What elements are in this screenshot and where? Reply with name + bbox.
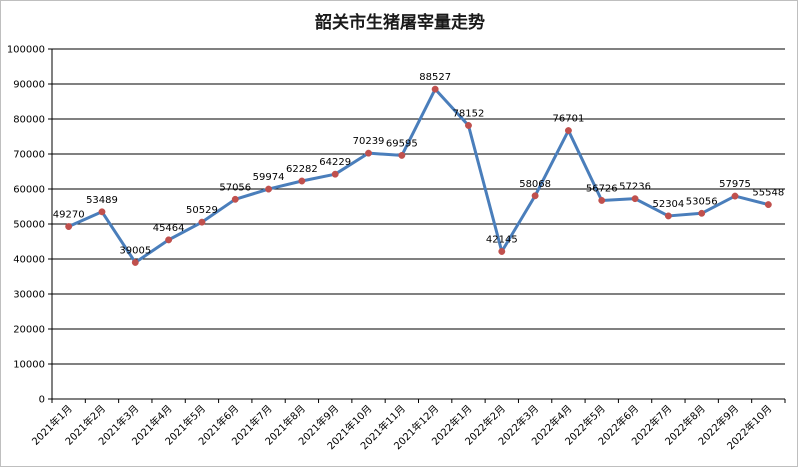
data-point xyxy=(331,170,339,178)
y-tick-label: 100000 xyxy=(7,45,45,56)
data-label: 58068 xyxy=(519,179,551,190)
series-line xyxy=(68,87,769,264)
data-point xyxy=(298,177,306,185)
data-label: 57236 xyxy=(619,182,651,193)
y-tick-label: 40000 xyxy=(13,255,45,266)
data-label: 53056 xyxy=(686,196,718,207)
data-label: 53489 xyxy=(86,195,118,206)
data-point xyxy=(431,85,439,93)
data-point xyxy=(465,122,472,129)
data-label: 76701 xyxy=(553,114,585,125)
data-label: 50529 xyxy=(186,205,218,216)
data-point xyxy=(664,212,672,220)
data-label: 57975 xyxy=(719,179,751,190)
data-point xyxy=(98,208,106,216)
data-label: 78152 xyxy=(453,108,485,119)
data-label: 42145 xyxy=(486,234,518,245)
y-axis: 0 10000 20000 30000 40000 50000 60000 70000 8000… xyxy=(7,45,53,406)
data-point xyxy=(498,248,506,255)
y-tick-label: 10000 xyxy=(13,360,45,371)
data-point xyxy=(231,195,239,203)
data-point xyxy=(65,223,73,231)
data-point xyxy=(598,197,606,204)
data-label: 49270 xyxy=(53,210,85,221)
data-label: 70239 xyxy=(353,136,385,147)
data-label: 52304 xyxy=(652,199,684,210)
data-point xyxy=(731,192,739,200)
data-label: 64229 xyxy=(319,157,351,168)
data-point xyxy=(198,218,206,226)
chart-title: 韶关市生猪屠宰量走势 xyxy=(315,13,485,33)
data-label: 57056 xyxy=(219,182,251,193)
data-label: 45464 xyxy=(153,223,185,234)
gridlines xyxy=(52,48,785,400)
data-point xyxy=(365,149,372,157)
data-label: 88527 xyxy=(419,72,451,83)
data-label: 39005 xyxy=(119,245,151,256)
y-tick-label: 60000 xyxy=(13,185,45,196)
y-tick-label: 30000 xyxy=(13,290,45,301)
data-label: 69595 xyxy=(386,138,418,149)
data-point xyxy=(764,201,772,209)
y-tick-label: 50000 xyxy=(13,220,45,231)
y-tick-label: 20000 xyxy=(13,325,45,336)
data-point xyxy=(631,195,639,203)
data-label: 62282 xyxy=(286,164,318,175)
data-point xyxy=(398,151,406,159)
data-label: 59974 xyxy=(253,172,285,183)
data-label: 55548 xyxy=(752,188,784,199)
y-tick-label: 90000 xyxy=(13,80,45,91)
series-group xyxy=(65,85,772,266)
x-axis: 2021年1月2021年2月2021年3月2021年4月2021年5月2021年… xyxy=(29,398,786,452)
data-point xyxy=(531,192,539,200)
data-point xyxy=(265,185,273,193)
data-point xyxy=(165,236,173,244)
data-point xyxy=(564,127,572,134)
y-tick-label: 80000 xyxy=(13,115,45,126)
y-tick-label: 70000 xyxy=(13,150,45,161)
data-point xyxy=(698,209,706,217)
y-tick-label: 0 xyxy=(39,395,45,406)
data-label: 56726 xyxy=(586,183,618,194)
data-point xyxy=(131,259,139,266)
